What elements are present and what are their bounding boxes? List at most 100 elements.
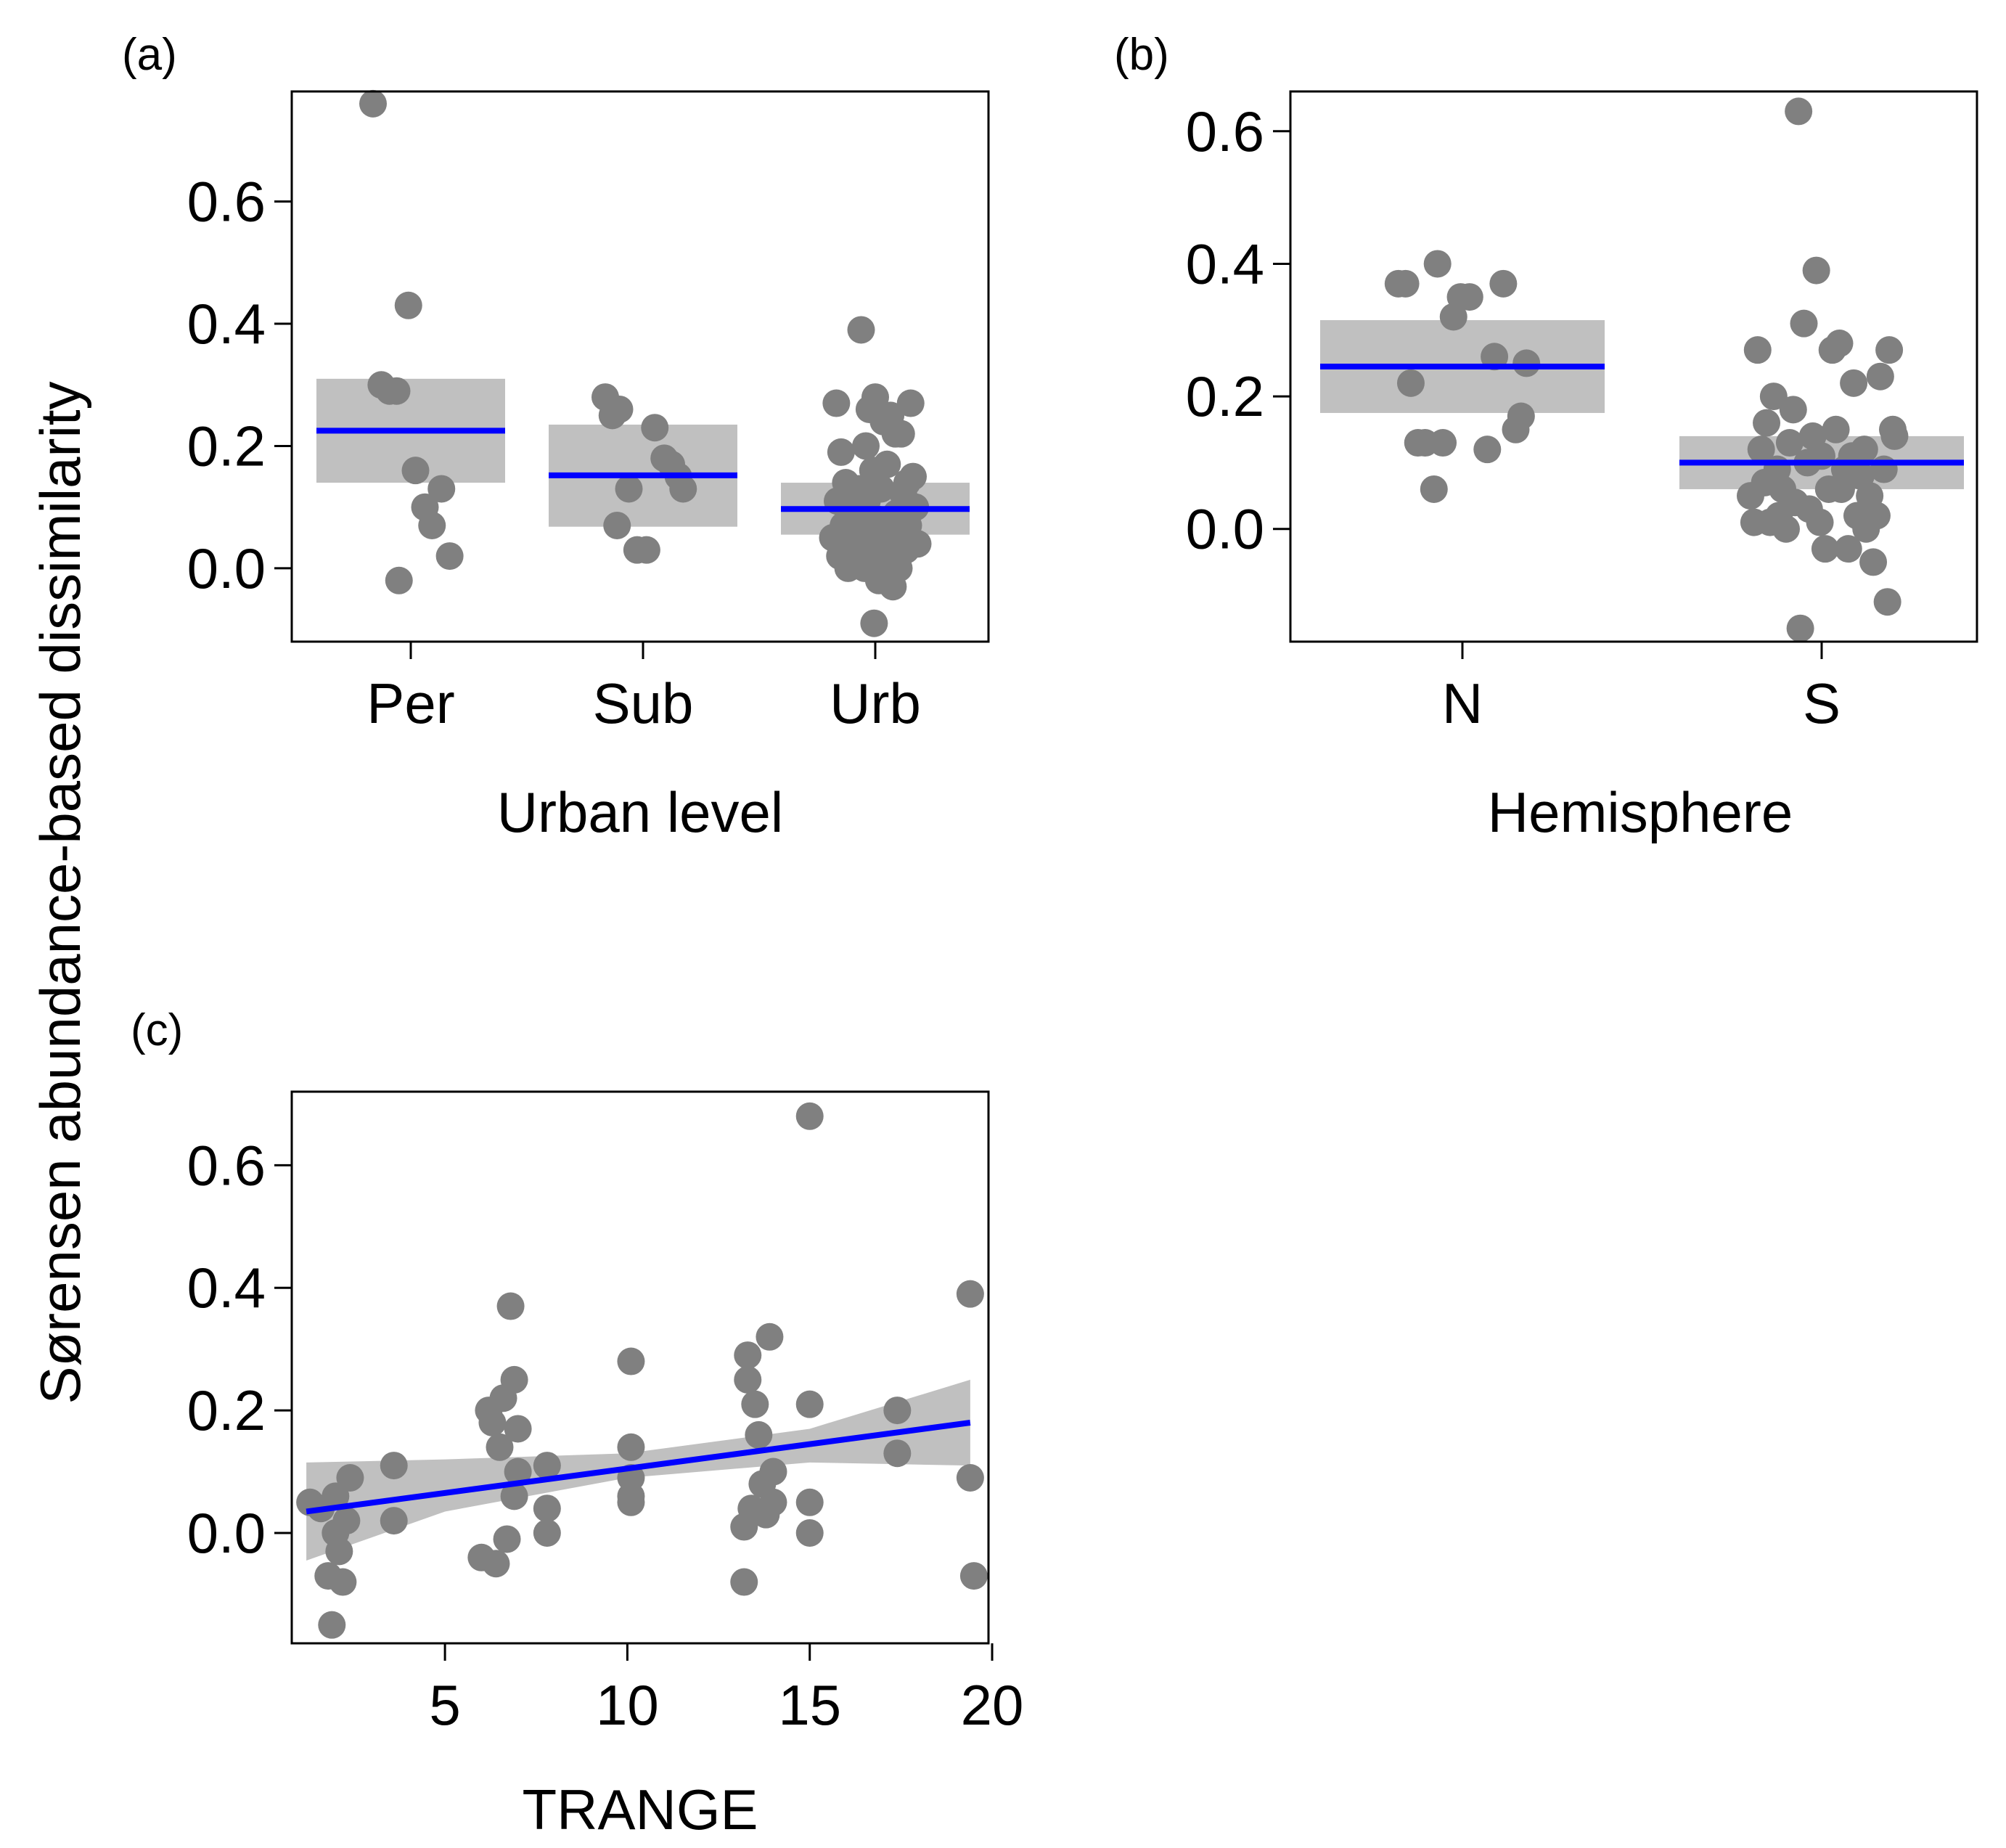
data-point <box>887 420 915 448</box>
plot-frame <box>1289 90 1978 643</box>
data-point <box>1507 402 1535 430</box>
fit-lines <box>306 1420 971 1515</box>
data-point <box>867 475 896 503</box>
y-axis: 0.0 0.2 0.4 0.6 <box>1186 99 1290 561</box>
data-point <box>860 609 888 637</box>
data-point <box>861 383 889 412</box>
data-point <box>359 89 387 118</box>
data-point <box>1420 475 1448 503</box>
data-point <box>500 1482 528 1510</box>
data-point <box>332 1507 361 1535</box>
x-tick-label: Per <box>367 671 454 735</box>
data-point <box>1772 515 1800 543</box>
x-tick-label: S <box>1803 671 1841 735</box>
data-point <box>1391 269 1420 298</box>
data-point <box>1806 508 1834 536</box>
data-point <box>496 1292 525 1320</box>
data-point <box>632 536 660 564</box>
y-tick-label: 0.0 <box>1186 497 1264 561</box>
data-point <box>734 1365 762 1394</box>
data-point <box>956 1280 984 1308</box>
data-point <box>617 1347 645 1375</box>
x-tick-label: 10 <box>596 1673 659 1737</box>
data-point <box>1743 336 1772 364</box>
data-point <box>318 1611 346 1639</box>
data-point <box>641 414 669 442</box>
data-point <box>1489 269 1518 298</box>
plot-frame <box>290 1090 990 1645</box>
data-point <box>336 1464 364 1492</box>
data-point <box>1512 349 1541 377</box>
data-point <box>322 1482 350 1510</box>
data-point <box>873 450 901 478</box>
plot-frame <box>290 90 990 643</box>
y-tick-label: 0.0 <box>187 1501 266 1565</box>
data-point <box>1859 548 1888 576</box>
data-points <box>359 89 932 637</box>
y-tick-label: 0.6 <box>187 1133 266 1197</box>
y-axis: 0.0 0.2 0.4 0.6 <box>187 170 292 600</box>
data-point <box>759 1457 787 1486</box>
data-point <box>617 1433 645 1461</box>
data-point <box>603 511 631 539</box>
data-point <box>904 530 932 558</box>
data-point <box>418 511 446 539</box>
x-tick-label: Sub <box>593 671 694 735</box>
data-point <box>734 1341 762 1370</box>
data-point <box>1875 336 1904 364</box>
data-point <box>1759 383 1788 411</box>
data-points <box>296 1102 988 1639</box>
data-point <box>394 291 422 319</box>
y-tick-label: 0.6 <box>1186 99 1264 163</box>
data-point <box>827 438 855 466</box>
data-point <box>380 1452 408 1480</box>
panel-label-a: (a) <box>122 30 177 80</box>
data-point <box>1473 436 1502 464</box>
data-point <box>533 1495 561 1523</box>
data-point <box>959 1562 988 1590</box>
data-point <box>504 1457 532 1486</box>
data-point <box>847 316 875 344</box>
data-point <box>730 1568 758 1596</box>
x-tick-label: Urb <box>830 671 921 735</box>
x-axis-title-c: TRANGE <box>522 1778 758 1841</box>
fit-line <box>306 1420 971 1515</box>
data-point <box>741 1390 769 1418</box>
data-point <box>486 1433 514 1461</box>
data-point <box>380 1507 408 1535</box>
data-point <box>956 1464 984 1492</box>
data-point <box>533 1452 561 1480</box>
y-tick-label: 0.6 <box>187 170 266 234</box>
data-point <box>822 389 851 417</box>
data-point <box>1822 415 1850 443</box>
data-point <box>795 1102 824 1130</box>
data-point <box>1802 256 1830 285</box>
y-tick-label: 0.4 <box>1186 232 1264 295</box>
data-point <box>482 1550 510 1578</box>
y-tick-label: 0.4 <box>187 1256 266 1320</box>
y-tick-label: 0.0 <box>187 536 266 600</box>
x-tick-label: 20 <box>961 1673 1024 1737</box>
panel-label-c: (c) <box>131 1005 183 1055</box>
x-tick-label: N <box>1442 671 1483 735</box>
data-point <box>852 432 880 460</box>
data-point <box>382 377 411 405</box>
data-point <box>1429 429 1457 457</box>
x-axis: 5 10 15 20 <box>429 1643 1023 1737</box>
fit-lines <box>1320 364 1964 466</box>
data-point <box>1880 422 1909 450</box>
data-point <box>795 1488 824 1516</box>
data-point <box>385 566 413 594</box>
data-point <box>896 389 925 417</box>
fit-lines <box>316 428 970 512</box>
data-point <box>325 1537 353 1566</box>
data-point <box>1834 535 1862 563</box>
y-axis: 0.0 0.2 0.4 0.6 <box>187 1133 292 1565</box>
data-point <box>883 1397 912 1425</box>
y-tick-label: 0.2 <box>187 1378 266 1442</box>
data-point <box>401 457 430 485</box>
data-point <box>1785 97 1813 126</box>
